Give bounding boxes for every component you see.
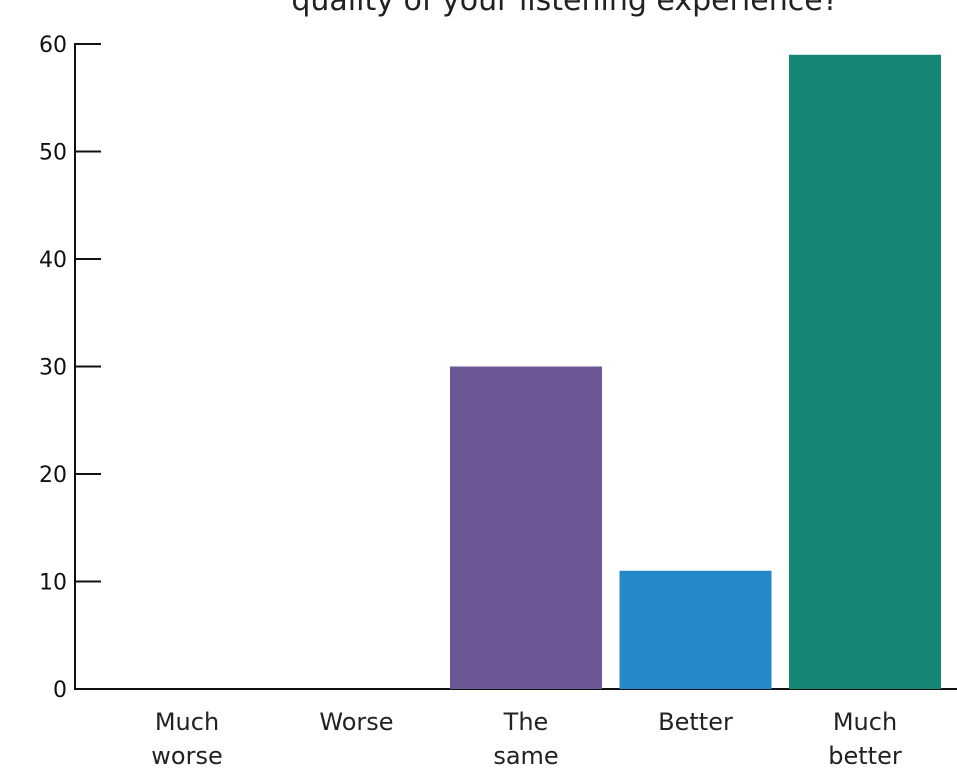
- y-tick-label: 30: [39, 356, 67, 381]
- x-category-label-line: worse: [151, 742, 222, 770]
- x-category-label-line: Much: [833, 708, 897, 736]
- y-tick-label: 10: [39, 571, 67, 596]
- y-tick-label: 50: [39, 141, 67, 166]
- y-tick-label: 0: [53, 678, 67, 703]
- x-axis: Much worse Worse The same Better Much better: [75, 688, 957, 770]
- x-category-label: Much better: [828, 708, 902, 770]
- x-category-label-line: better: [828, 742, 902, 770]
- bar: [450, 366, 602, 689]
- x-category-label-line: same: [493, 742, 558, 770]
- chart-title: quality of your listening experience?: [291, 0, 838, 18]
- x-category-label-line: Much: [155, 708, 219, 736]
- x-category-label-line: Worse: [319, 708, 393, 736]
- y-tick-label: 60: [39, 33, 67, 58]
- bar: [789, 54, 941, 689]
- x-category-label: Much worse: [151, 708, 222, 770]
- x-category-label: Worse: [319, 708, 393, 736]
- x-category-label: Better: [658, 708, 733, 736]
- bar: [619, 570, 772, 689]
- y-tick-label: 40: [39, 248, 67, 273]
- x-category-label-line: Better: [658, 708, 733, 736]
- bars: [450, 54, 941, 689]
- y-axis: 0 10 20 30 40 50 60: [39, 33, 101, 703]
- x-category-label-line: The: [503, 708, 549, 736]
- y-tick-label: 20: [39, 463, 67, 488]
- x-category-label: The same: [493, 708, 558, 770]
